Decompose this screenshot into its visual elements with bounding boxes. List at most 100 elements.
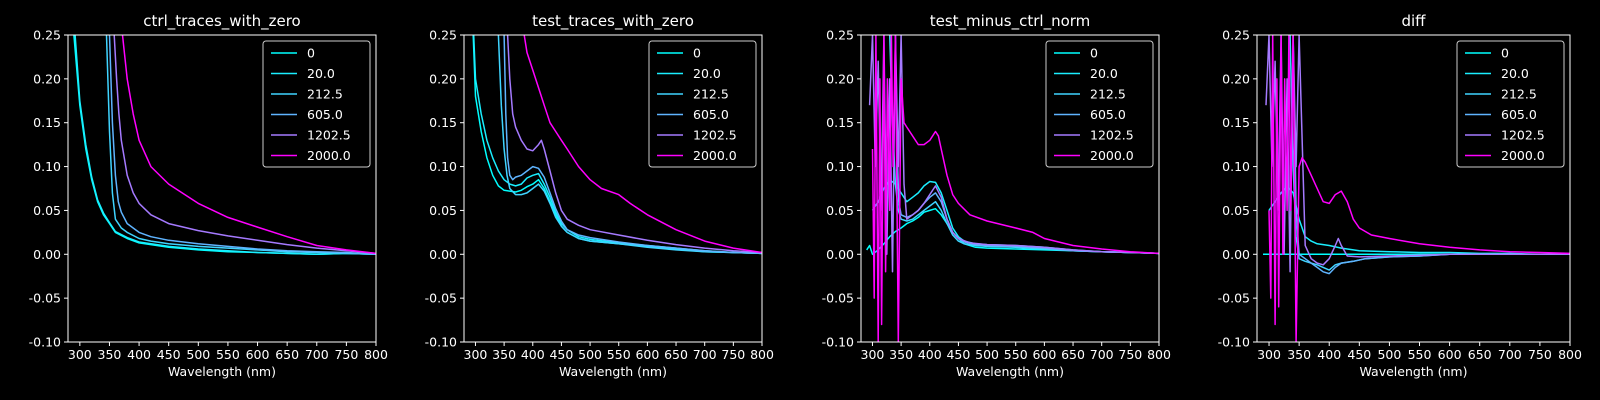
x-tick-label: 300 [861, 347, 885, 362]
legend-entry: 1202.5 [1501, 128, 1545, 143]
legend-entry: 1202.5 [307, 128, 351, 143]
legend-entry: 605.0 [1501, 107, 1537, 122]
legend-entry: 2000.0 [307, 148, 351, 163]
x-tick-label: 400 [127, 347, 151, 362]
axes-frame [1256, 34, 1571, 343]
x-tick-label: 600 [246, 347, 270, 362]
legend: 0 20.0 212.5 605.0 1202.5 2000.0 [648, 40, 757, 168]
legend-entry: 605.0 [693, 107, 729, 122]
y-tick-label: -0.10 [1218, 335, 1250, 350]
legend-entry: 212.5 [307, 87, 343, 102]
x-tick-label: 700 [1090, 347, 1114, 362]
series-line-1-4 [108, 35, 376, 256]
x-tick-label: 550 [1408, 347, 1432, 362]
x-tick-label: 800 [1558, 347, 1582, 362]
y-tick-label: -0.10 [425, 335, 457, 350]
legend-entry: 0 [307, 46, 315, 61]
y-tick-label: -0.05 [1218, 291, 1250, 306]
x-tick-label: 750 [334, 347, 358, 362]
x-tick-label: 550 [1004, 347, 1028, 362]
x-tick-label: 400 [918, 347, 942, 362]
y-tick-label: 0.20 [1222, 71, 1250, 86]
series-line-2-3 [497, 35, 762, 255]
x-tick-label: 300 [68, 347, 92, 362]
x-tick-label: 450 [1347, 347, 1371, 362]
legend-entry: 0 [1090, 46, 1098, 61]
y-tick-label: 0.15 [33, 115, 61, 130]
x-tick-label: 500 [578, 347, 602, 362]
series-line-2-4 [503, 35, 762, 255]
x-tick-label: 800 [750, 347, 774, 362]
y-tick-label: 0.05 [826, 203, 854, 218]
x-tick-label: 350 [1287, 347, 1311, 362]
legend-entry: 20.0 [693, 66, 721, 81]
x-tick-label: 500 [186, 347, 210, 362]
x-tick-label: 700 [305, 347, 329, 362]
y-tick-label: -0.05 [822, 291, 854, 306]
x-tick-label: 600 [1032, 347, 1056, 362]
y-tick-label: 0.00 [826, 247, 854, 262]
series-line-1-2 [74, 35, 376, 256]
series-line-2-5 [506, 35, 762, 254]
y-tick-label: -0.05 [425, 291, 457, 306]
chart-title: test_minus_ctrl_norm [930, 12, 1091, 31]
y-tick-label: 0.05 [1222, 203, 1250, 218]
legend-entry: 20.0 [307, 66, 335, 81]
x-tick-label: 500 [975, 347, 999, 362]
x-tick-label: 750 [721, 347, 745, 362]
legend: 0 20.0 212.5 605.0 1202.5 2000.0 [1045, 40, 1154, 168]
series-line-2-6 [523, 35, 762, 254]
legend-entry: 605.0 [1090, 107, 1126, 122]
series-line-3-5 [868, 35, 1159, 273]
x-tick-label: 300 [1257, 347, 1281, 362]
series-line-4-6 [1268, 35, 1570, 342]
legend-entry: 605.0 [307, 107, 343, 122]
y-tick-label: 0.15 [826, 115, 854, 130]
x-tick-label: 650 [664, 347, 688, 362]
y-tick-label: 0.25 [826, 28, 854, 43]
x-tick-label: 700 [1498, 347, 1522, 362]
legend-entry: 0 [1501, 46, 1509, 61]
series-line-1-5 [113, 35, 376, 255]
axes-frame [463, 34, 763, 343]
x-tick-label: 350 [98, 347, 122, 362]
chart-panel-1: 300 350 400 450 500 550 600 650 700 750 800 -0.10 -0… [29, 12, 388, 379]
chart-panel-4: 300 350 400 450 500 550 600 650 700 750 800 -0.10 -0… [1218, 12, 1582, 379]
y-tick-label: 0.20 [33, 71, 61, 86]
legend-entry: 2000.0 [1090, 148, 1134, 163]
legend-entry: 20.0 [1501, 66, 1529, 81]
legend: 0 20.0 212.5 605.0 1202.5 2000.0 [1456, 40, 1565, 168]
y-tick-label: 0.05 [33, 203, 61, 218]
chart-panel-3: 300 350 400 450 500 550 600 650 700 750 800 -0.10 -0… [822, 12, 1171, 379]
x-tick-label: 350 [889, 347, 913, 362]
y-tick-label: 0.00 [33, 247, 61, 262]
x-axis-label: Wavelength (nm) [1360, 364, 1468, 379]
x-tick-label: 650 [1468, 347, 1492, 362]
series-group [866, 35, 1159, 342]
chart-title: diff [1401, 12, 1426, 30]
series-line-3-6 [871, 35, 1159, 342]
series-line-1-6 [121, 35, 376, 255]
x-tick-label: 750 [1118, 347, 1142, 362]
legend-entry: 2000.0 [1501, 148, 1545, 163]
series-group [472, 35, 762, 255]
y-tick-label: 0.10 [429, 159, 457, 174]
legend-entry: 212.5 [693, 87, 729, 102]
y-tick-label: 0.00 [429, 247, 457, 262]
x-axis-label: Wavelength (nm) [559, 364, 667, 379]
legend-entry: 212.5 [1090, 87, 1126, 102]
y-tick-label: -0.05 [29, 291, 61, 306]
x-tick-label: 650 [1061, 347, 1085, 362]
chart-title: test_traces_with_zero [532, 12, 694, 31]
x-tick-label: 400 [521, 347, 545, 362]
y-tick-label: 0.00 [1222, 247, 1250, 262]
chart-panel-2: 300 350 400 450 500 550 600 650 700 750 800 -0.10 -0… [425, 12, 774, 379]
x-tick-label: 500 [1377, 347, 1401, 362]
y-tick-label: 0.10 [826, 159, 854, 174]
y-tick-label: 0.15 [1222, 115, 1250, 130]
series-line-1-3 [105, 35, 376, 256]
x-tick-label: 350 [492, 347, 516, 362]
legend-entry: 20.0 [1090, 66, 1118, 81]
y-tick-label: 0.20 [826, 71, 854, 86]
